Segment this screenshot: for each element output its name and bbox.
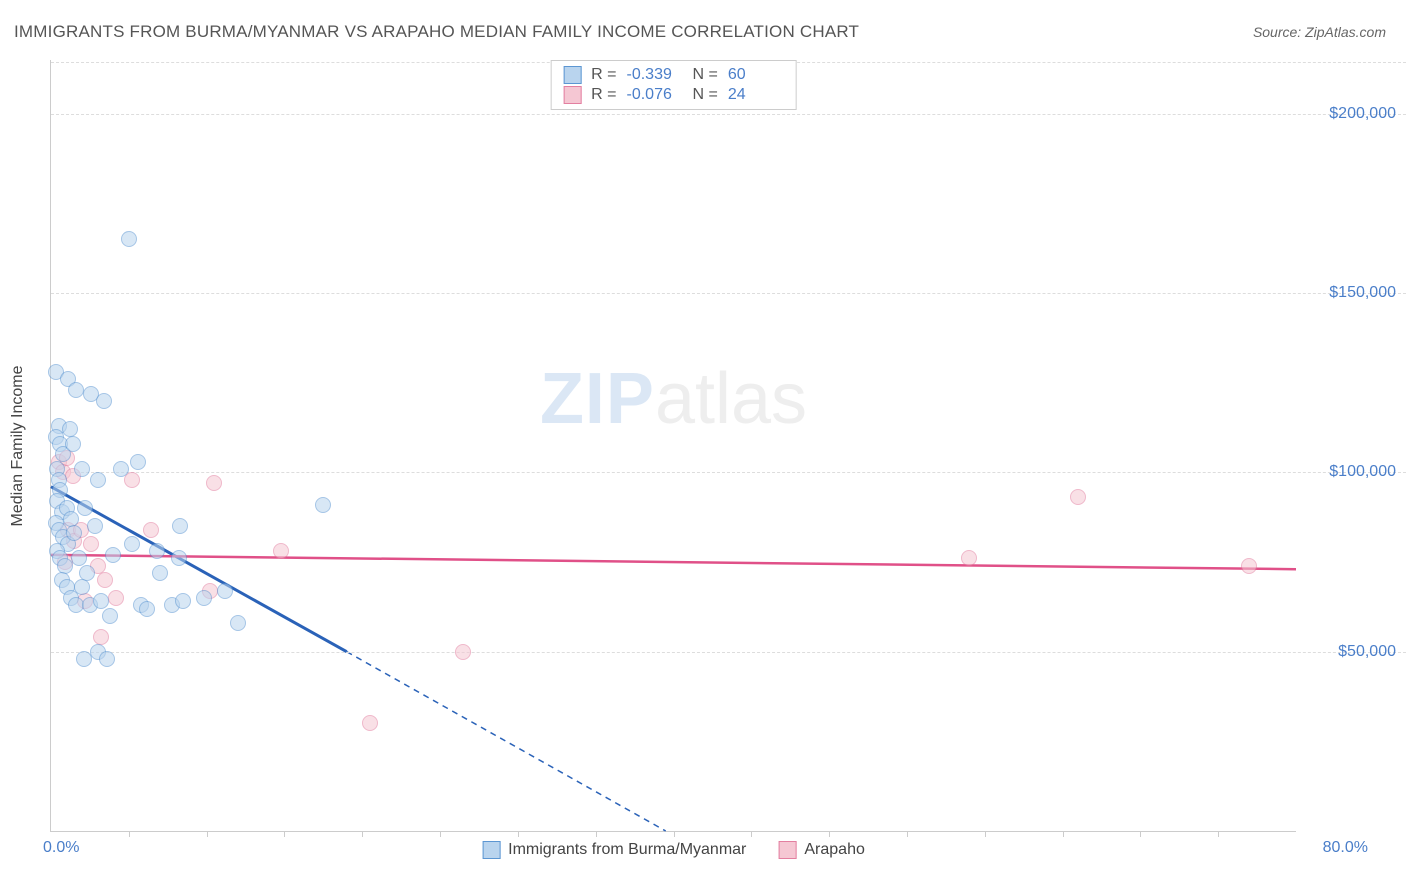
data-point: [143, 522, 159, 538]
series-a-name: Immigrants from Burma/Myanmar: [508, 841, 746, 859]
data-point: [175, 593, 191, 609]
data-point: [93, 593, 109, 609]
x-axis-tick-mark: [751, 831, 752, 837]
data-point: [1070, 489, 1086, 505]
x-axis-tick-mark: [674, 831, 675, 837]
svg-layer: [51, 60, 1296, 831]
gridline: [51, 114, 1406, 115]
y-axis-label: Median Family Income: [9, 366, 27, 527]
swatch-series-b: [563, 86, 581, 104]
data-point: [196, 590, 212, 606]
x-axis-tick-mark: [985, 831, 986, 837]
data-point: [113, 461, 129, 477]
x-axis-tick-mark: [596, 831, 597, 837]
data-point: [961, 550, 977, 566]
data-point: [63, 511, 79, 527]
swatch-series-b: [778, 841, 796, 859]
x-axis-tick-mark: [1140, 831, 1141, 837]
source-label: Source:: [1253, 24, 1305, 40]
correlation-chart: IMMIGRANTS FROM BURMA/MYANMAR VS ARAPAHO…: [0, 0, 1406, 892]
swatch-series-a: [563, 66, 581, 84]
gridline: [51, 293, 1406, 294]
n-value-a: 60: [728, 66, 784, 84]
data-point: [96, 393, 112, 409]
data-point: [172, 518, 188, 534]
data-point: [62, 421, 78, 437]
data-point: [124, 536, 140, 552]
y-axis-tick-label: $200,000: [1306, 105, 1396, 123]
x-axis-tick-mark: [129, 831, 130, 837]
data-point: [206, 475, 222, 491]
data-point: [1241, 558, 1257, 574]
x-axis-tick-mark: [907, 831, 908, 837]
data-point: [130, 454, 146, 470]
x-axis-tick-mark: [362, 831, 363, 837]
data-point: [171, 550, 187, 566]
source-attribution: Source: ZipAtlas.com: [1253, 24, 1386, 40]
x-axis-tick-mark: [1218, 831, 1219, 837]
data-point: [102, 608, 118, 624]
data-point: [362, 715, 378, 731]
data-point: [121, 231, 137, 247]
source-value: ZipAtlas.com: [1305, 24, 1386, 40]
data-point: [315, 497, 331, 513]
plot-area: ZIPatlas R = -0.339 N = 60 R = -0.076 N …: [50, 60, 1296, 832]
gridline: [51, 472, 1406, 473]
y-axis-tick-label: $50,000: [1306, 643, 1396, 661]
data-point: [273, 543, 289, 559]
x-axis-tick-mark: [829, 831, 830, 837]
x-axis-tick-mark: [207, 831, 208, 837]
x-axis-tick-end: 80.0%: [1323, 839, 1368, 857]
data-point: [97, 572, 113, 588]
data-point: [77, 500, 93, 516]
data-point: [230, 615, 246, 631]
y-axis-tick-label: $150,000: [1306, 284, 1396, 302]
x-axis-tick-mark: [440, 831, 441, 837]
n-label: N =: [693, 86, 718, 104]
data-point: [455, 644, 471, 660]
x-axis-tick-mark: [1063, 831, 1064, 837]
data-point: [217, 583, 233, 599]
chart-title: IMMIGRANTS FROM BURMA/MYANMAR VS ARAPAHO…: [14, 22, 859, 42]
series-b-name: Arapaho: [804, 841, 865, 859]
legend-item-series-b: Arapaho: [778, 841, 865, 859]
data-point: [105, 547, 121, 563]
data-point: [66, 525, 82, 541]
gridline: [51, 652, 1406, 653]
data-point: [149, 543, 165, 559]
data-point: [83, 536, 99, 552]
r-value-a: -0.339: [627, 66, 683, 84]
x-axis-tick-mark: [518, 831, 519, 837]
x-axis-tick-mark: [284, 831, 285, 837]
r-label: R =: [591, 66, 616, 84]
data-point: [152, 565, 168, 581]
r-value-b: -0.076: [627, 86, 683, 104]
trend-line: [51, 555, 1296, 569]
data-point: [74, 579, 90, 595]
data-point: [108, 590, 124, 606]
legend-row-series-b: R = -0.076 N = 24: [563, 85, 784, 105]
n-label: N =: [693, 66, 718, 84]
series-legend: Immigrants from Burma/Myanmar Arapaho: [482, 841, 865, 859]
data-point: [76, 651, 92, 667]
y-axis-tick-label: $100,000: [1306, 463, 1396, 481]
n-value-b: 24: [728, 86, 784, 104]
data-point: [65, 436, 81, 452]
correlation-legend: R = -0.339 N = 60 R = -0.076 N = 24: [550, 60, 797, 110]
legend-item-series-a: Immigrants from Burma/Myanmar: [482, 841, 746, 859]
data-point: [99, 651, 115, 667]
r-label: R =: [591, 86, 616, 104]
trend-line: [347, 652, 666, 831]
data-point: [90, 472, 106, 488]
x-axis-tick-start: 0.0%: [43, 839, 79, 857]
swatch-series-a: [482, 841, 500, 859]
data-point: [68, 382, 84, 398]
data-point: [139, 601, 155, 617]
data-point: [74, 461, 90, 477]
data-point: [87, 518, 103, 534]
legend-row-series-a: R = -0.339 N = 60: [563, 65, 784, 85]
